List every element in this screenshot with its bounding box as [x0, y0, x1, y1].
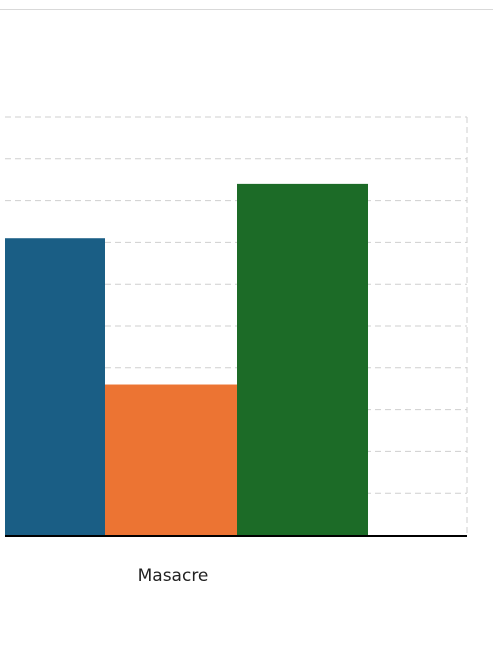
- bar-series-3: [237, 183, 368, 535]
- category-labels: Masacre: [138, 566, 209, 586]
- bar-series-1: [5, 238, 105, 535]
- top-divider: [0, 9, 493, 10]
- bar-series-2: [105, 384, 237, 535]
- bars: [5, 183, 368, 535]
- category-label: Masacre: [138, 566, 209, 586]
